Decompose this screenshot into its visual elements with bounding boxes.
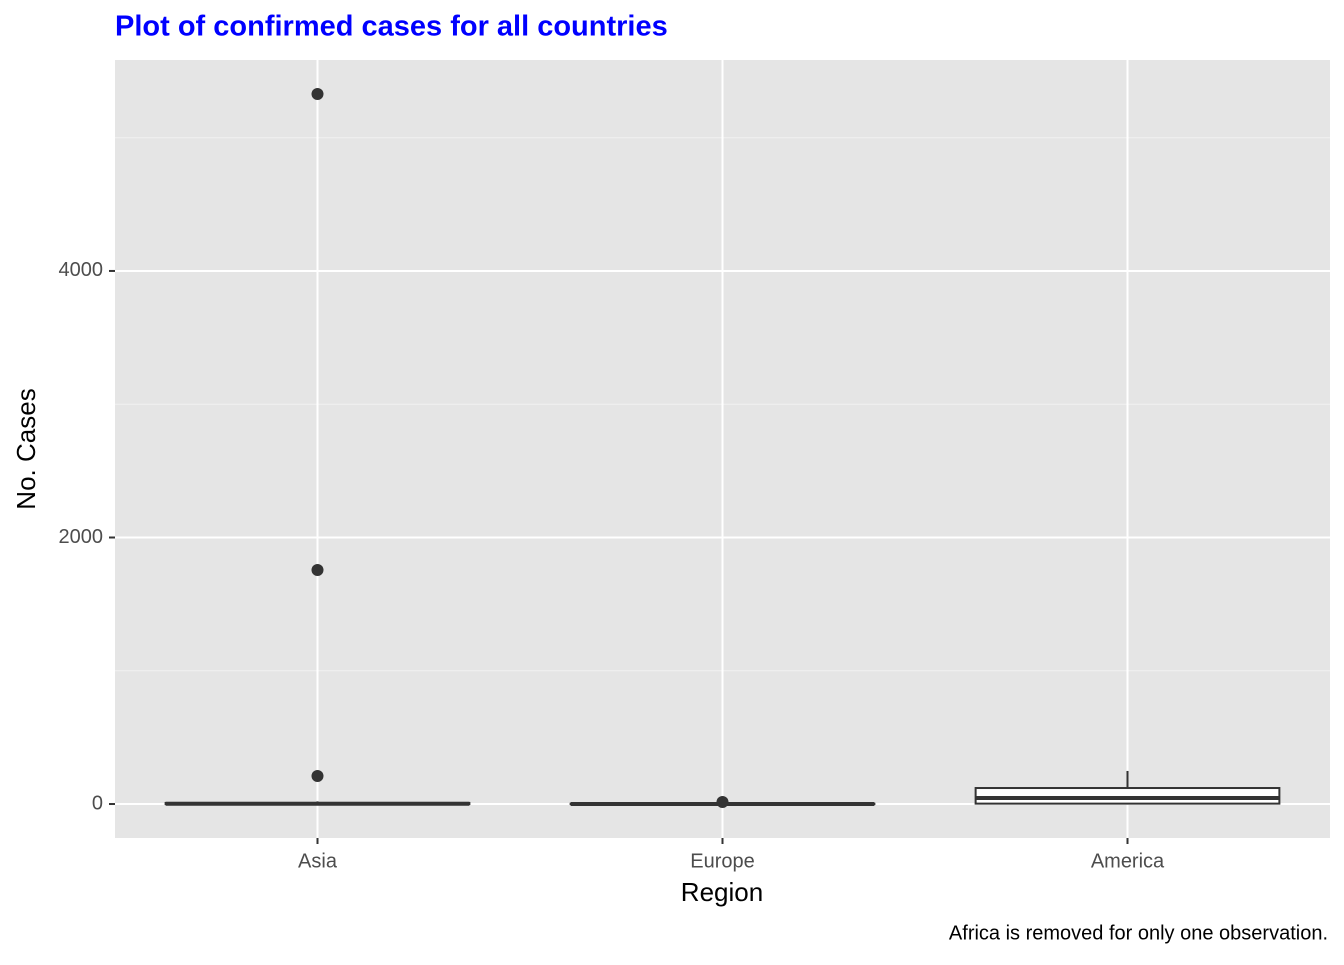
- y-tick-label: 0: [92, 792, 103, 814]
- outlier: [312, 564, 324, 576]
- x-axis-label: Region: [681, 877, 763, 907]
- chart-title: Plot of confirmed cases for all countrie…: [115, 11, 668, 43]
- x-tick-label: America: [1091, 850, 1165, 872]
- box: [976, 788, 1280, 804]
- y-axis-label: No. Cases: [11, 388, 41, 509]
- outlier: [312, 88, 324, 100]
- x-tick-label: Asia: [298, 850, 338, 872]
- x-tick-label: Europe: [690, 850, 755, 872]
- outlier: [312, 770, 324, 782]
- y-tick-label: 4000: [59, 259, 104, 281]
- caption: Africa is removed for only one observati…: [949, 922, 1328, 944]
- y-tick-label: 2000: [59, 526, 104, 548]
- outlier: [717, 796, 729, 808]
